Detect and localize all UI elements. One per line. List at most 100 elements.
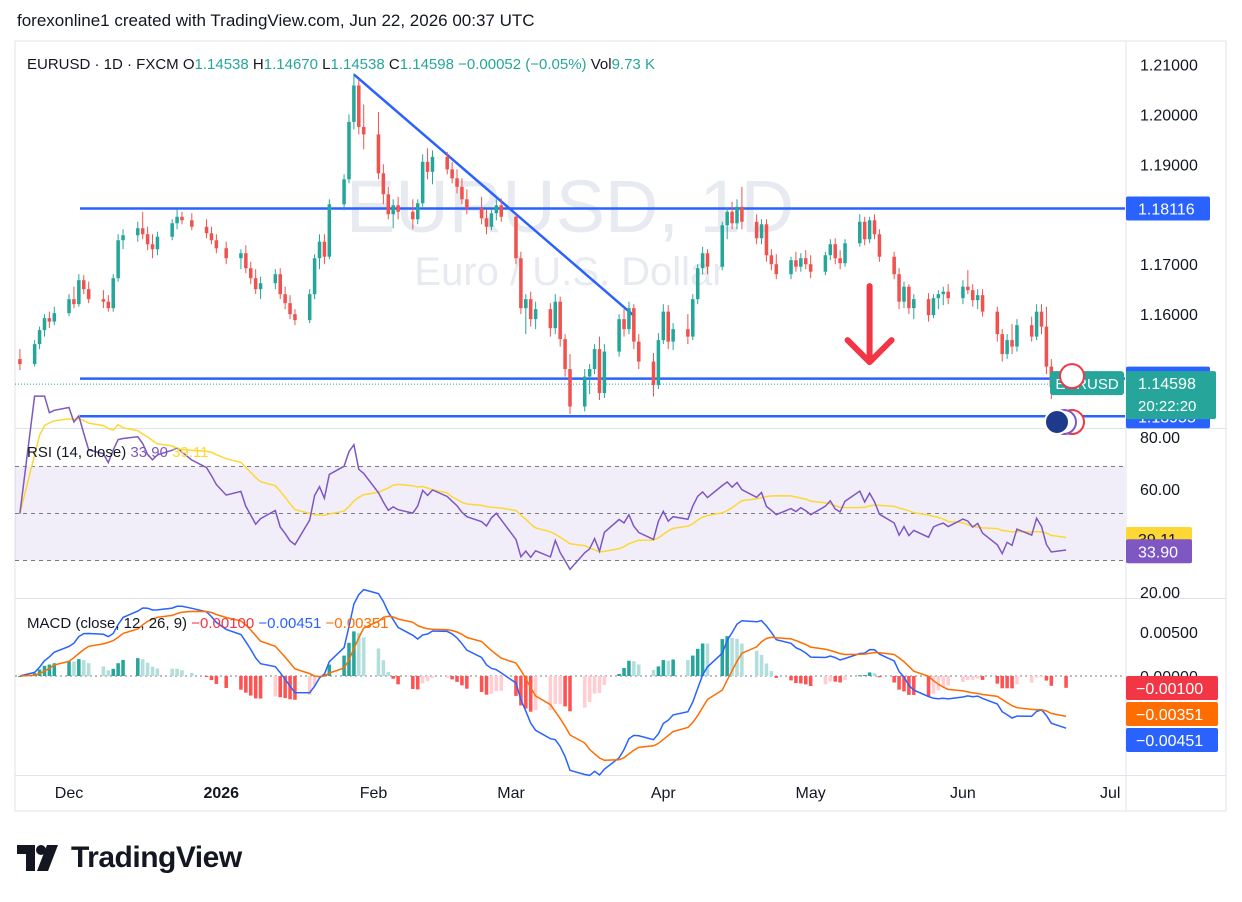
candle: [361, 104, 366, 150]
candle: [995, 306, 1000, 342]
candle: [764, 219, 769, 262]
macd-label: MACD (close, 12, 26, 9): [27, 615, 191, 632]
macd-histogram-bar: [862, 675, 867, 677]
macd-histogram-bar: [1015, 676, 1019, 685]
rsi-value: 33.90: [130, 444, 172, 461]
macd-histogram-bar: [759, 654, 764, 677]
candle-body: [794, 260, 798, 267]
candle-body: [1010, 340, 1014, 347]
last-price-badge: [1126, 371, 1216, 420]
price-axis-tick: 1.17000: [1140, 257, 1198, 274]
candle: [248, 261, 253, 285]
rsi-ma-line: [19, 418, 1067, 553]
macd-histogram-bar: [961, 676, 965, 683]
candle: [293, 309, 297, 326]
candle-body: [81, 280, 86, 290]
candle-body: [150, 244, 155, 250]
candle: [970, 284, 975, 307]
candle-body: [1039, 311, 1044, 327]
candle: [582, 369, 587, 412]
candle-body: [180, 216, 184, 221]
candle: [411, 199, 415, 230]
macd-badge: [1126, 702, 1218, 726]
candle: [568, 354, 572, 415]
candle-body: [283, 294, 287, 304]
candle-body: [774, 264, 779, 275]
event-flags-icon: [1044, 363, 1085, 436]
ohlc-legend: EURUSD · 1D · FXCM O1.14538 H1.14670 L1.…: [27, 56, 655, 73]
macd-histogram-bar: [558, 676, 562, 705]
macd-histogram-bar: [376, 648, 381, 677]
candle-body: [833, 244, 837, 259]
rsi-badge-text: 33.90: [1138, 544, 1178, 561]
macd-histogram-bar: [1005, 676, 1009, 689]
macd-histogram-bar: [342, 655, 346, 677]
candle: [587, 364, 592, 395]
candle: [661, 304, 666, 345]
candle: [145, 226, 150, 251]
candle: [317, 234, 322, 270]
macd-histogram-bar: [877, 676, 882, 678]
candle: [420, 154, 425, 207]
macd-histogram-bar: [892, 676, 896, 683]
candle-body: [307, 294, 312, 321]
macd-histogram-bar: [121, 659, 125, 677]
candle: [966, 270, 970, 295]
candle: [961, 280, 965, 305]
candle: [838, 250, 842, 270]
candle-body: [204, 226, 209, 234]
candle-body: [769, 255, 774, 265]
candle-body: [101, 299, 106, 302]
macd-histogram-bar: [941, 676, 946, 688]
countdown-text: 20:22:20: [1138, 398, 1196, 415]
candle-body: [32, 344, 37, 365]
macd-histogram-bar: [858, 675, 862, 677]
candle-body: [381, 173, 386, 195]
time-axis-label: 2026: [203, 785, 239, 802]
eu-flag-icon: [1044, 409, 1070, 436]
macd-histogram-bar: [902, 676, 906, 692]
macd-histogram-bar: [484, 676, 489, 695]
macd-histogram-bar: [67, 661, 71, 677]
macd-histogram-bar: [568, 676, 572, 712]
macd-histogram-bar: [799, 676, 803, 684]
candle: [705, 249, 710, 275]
rsi-ma-value: 39.11: [172, 444, 208, 461]
macd-histogram-bar: [735, 638, 739, 677]
macd-histogram-bar: [209, 676, 214, 681]
candle-body: [636, 341, 641, 362]
candle-body: [312, 258, 317, 295]
candle-body: [1000, 334, 1004, 355]
price-level-badge: [1126, 196, 1210, 221]
down-arrow-head: [844, 337, 895, 366]
macd-badge: [1126, 676, 1218, 700]
macd-histogram-bar: [725, 636, 729, 677]
candle: [789, 256, 793, 280]
candle: [430, 150, 435, 185]
legend-o-label: O: [183, 56, 195, 73]
candle: [479, 196, 484, 225]
macd-histogram-bar: [867, 672, 872, 677]
candle: [725, 208, 729, 240]
macd-histogram-bar: [180, 670, 184, 677]
tradingview-logo[interactable]: TradingView: [17, 838, 242, 878]
candle: [52, 306, 57, 326]
candle: [136, 221, 140, 242]
macd-histogram-bar: [283, 676, 287, 699]
candle-body: [759, 224, 764, 239]
candle: [691, 294, 695, 341]
macd-histogram-bar: [524, 676, 528, 709]
candle: [877, 229, 882, 262]
macd-histogram-bar: [450, 676, 454, 680]
macd-histogram-bar: [808, 676, 813, 686]
candle: [283, 286, 287, 310]
candle: [1029, 316, 1034, 342]
candle: [72, 286, 76, 309]
macd-histogram-bar: [754, 650, 759, 677]
candle: [455, 169, 459, 194]
candle-body: [872, 220, 877, 235]
candle-body: [145, 234, 150, 245]
candle-body: [244, 253, 248, 269]
